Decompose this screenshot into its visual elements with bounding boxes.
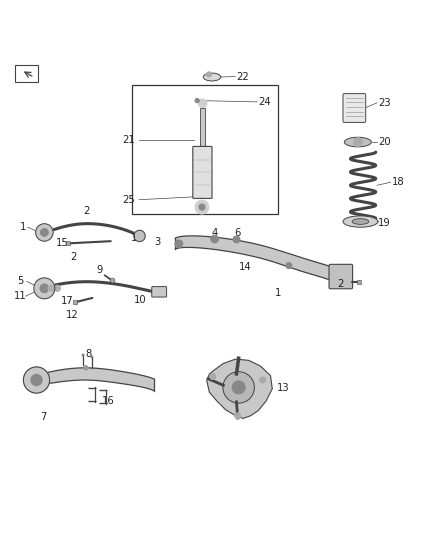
Circle shape — [40, 229, 48, 236]
FancyBboxPatch shape — [329, 264, 353, 289]
Circle shape — [195, 200, 209, 214]
Circle shape — [210, 374, 216, 379]
Text: 19: 19 — [378, 218, 391, 228]
Text: 1: 1 — [19, 222, 26, 232]
Bar — [132, 85, 278, 214]
Text: 17: 17 — [60, 296, 73, 306]
Circle shape — [35, 224, 53, 241]
Text: 12: 12 — [66, 310, 79, 320]
FancyBboxPatch shape — [14, 65, 38, 82]
Circle shape — [134, 230, 145, 241]
Text: 1: 1 — [131, 233, 137, 243]
Circle shape — [235, 413, 241, 419]
Text: 2: 2 — [337, 279, 343, 289]
Circle shape — [195, 99, 199, 103]
Circle shape — [353, 138, 362, 147]
Ellipse shape — [203, 73, 221, 81]
Text: 4: 4 — [211, 228, 217, 238]
Circle shape — [232, 381, 245, 394]
FancyBboxPatch shape — [152, 287, 166, 297]
Circle shape — [31, 374, 42, 386]
Circle shape — [199, 204, 205, 210]
Circle shape — [223, 372, 254, 403]
Circle shape — [211, 235, 219, 243]
FancyBboxPatch shape — [193, 147, 212, 198]
Text: 15: 15 — [56, 238, 69, 248]
Circle shape — [84, 366, 88, 370]
Text: 22: 22 — [237, 71, 249, 82]
Circle shape — [23, 367, 49, 393]
Polygon shape — [36, 368, 154, 391]
Text: 9: 9 — [96, 265, 102, 275]
Ellipse shape — [352, 219, 369, 224]
Circle shape — [233, 236, 240, 243]
Text: 25: 25 — [122, 195, 135, 205]
Ellipse shape — [343, 216, 378, 227]
Circle shape — [206, 72, 212, 77]
Text: 14: 14 — [239, 262, 251, 272]
Text: 8: 8 — [86, 349, 92, 359]
Text: 10: 10 — [134, 295, 146, 305]
Bar — [200, 108, 205, 148]
Circle shape — [40, 284, 49, 293]
Text: 18: 18 — [392, 177, 405, 187]
Text: 13: 13 — [277, 383, 289, 393]
Ellipse shape — [344, 138, 371, 147]
Text: 1: 1 — [275, 288, 281, 298]
Circle shape — [48, 285, 54, 292]
Text: 11: 11 — [14, 291, 27, 301]
Polygon shape — [175, 236, 337, 283]
Text: 21: 21 — [122, 135, 135, 145]
Text: 16: 16 — [102, 396, 115, 406]
Circle shape — [286, 263, 292, 269]
Text: 6: 6 — [234, 228, 240, 238]
Text: 20: 20 — [378, 137, 391, 147]
Polygon shape — [207, 359, 272, 418]
Text: 23: 23 — [378, 98, 391, 108]
Text: 2: 2 — [83, 206, 89, 216]
Circle shape — [54, 285, 60, 292]
Circle shape — [175, 240, 183, 248]
Text: 24: 24 — [258, 97, 271, 107]
Text: 5: 5 — [17, 276, 24, 286]
Circle shape — [198, 99, 207, 108]
Text: 3: 3 — [154, 238, 161, 247]
Text: 2: 2 — [71, 252, 77, 262]
Circle shape — [34, 278, 55, 299]
Circle shape — [260, 377, 266, 383]
FancyBboxPatch shape — [343, 94, 366, 123]
Text: 7: 7 — [40, 412, 46, 422]
